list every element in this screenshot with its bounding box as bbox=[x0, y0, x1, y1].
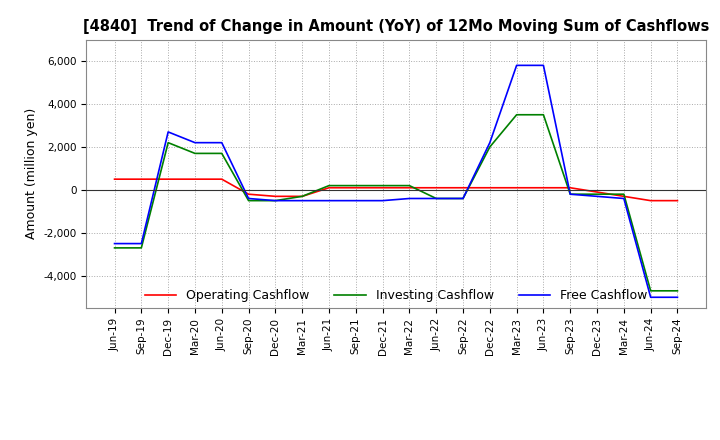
Operating Cashflow bbox=[539, 185, 548, 191]
Investing Cashflow bbox=[217, 151, 226, 156]
Free Cashflow bbox=[191, 140, 199, 145]
Operating Cashflow bbox=[619, 194, 628, 199]
Investing Cashflow bbox=[619, 191, 628, 197]
Operating Cashflow bbox=[459, 185, 467, 191]
Investing Cashflow bbox=[647, 288, 655, 293]
Investing Cashflow bbox=[673, 288, 682, 293]
Y-axis label: Amount (million yen): Amount (million yen) bbox=[25, 108, 38, 239]
Investing Cashflow bbox=[459, 196, 467, 201]
Investing Cashflow bbox=[378, 183, 387, 188]
Investing Cashflow bbox=[110, 245, 119, 250]
Operating Cashflow bbox=[566, 185, 575, 191]
Operating Cashflow bbox=[191, 176, 199, 182]
Free Cashflow bbox=[217, 140, 226, 145]
Operating Cashflow bbox=[351, 185, 360, 191]
Investing Cashflow bbox=[539, 112, 548, 117]
Free Cashflow bbox=[378, 198, 387, 203]
Free Cashflow bbox=[137, 241, 145, 246]
Investing Cashflow bbox=[485, 144, 494, 150]
Investing Cashflow bbox=[164, 140, 173, 145]
Investing Cashflow bbox=[271, 198, 279, 203]
Free Cashflow bbox=[271, 198, 279, 203]
Operating Cashflow bbox=[271, 194, 279, 199]
Free Cashflow bbox=[351, 198, 360, 203]
Line: Free Cashflow: Free Cashflow bbox=[114, 66, 678, 297]
Investing Cashflow bbox=[593, 191, 601, 197]
Operating Cashflow bbox=[325, 185, 333, 191]
Operating Cashflow bbox=[137, 176, 145, 182]
Free Cashflow bbox=[593, 194, 601, 199]
Investing Cashflow bbox=[566, 191, 575, 197]
Free Cashflow bbox=[619, 196, 628, 201]
Free Cashflow bbox=[432, 196, 441, 201]
Free Cashflow bbox=[459, 196, 467, 201]
Free Cashflow bbox=[298, 198, 307, 203]
Free Cashflow bbox=[325, 198, 333, 203]
Operating Cashflow bbox=[647, 198, 655, 203]
Line: Operating Cashflow: Operating Cashflow bbox=[114, 179, 678, 201]
Free Cashflow bbox=[485, 140, 494, 145]
Investing Cashflow bbox=[191, 151, 199, 156]
Investing Cashflow bbox=[325, 183, 333, 188]
Free Cashflow bbox=[513, 63, 521, 68]
Free Cashflow bbox=[164, 129, 173, 135]
Operating Cashflow bbox=[593, 189, 601, 194]
Operating Cashflow bbox=[298, 194, 307, 199]
Investing Cashflow bbox=[298, 194, 307, 199]
Investing Cashflow bbox=[137, 245, 145, 250]
Investing Cashflow bbox=[405, 183, 414, 188]
Investing Cashflow bbox=[244, 198, 253, 203]
Free Cashflow bbox=[673, 295, 682, 300]
Operating Cashflow bbox=[513, 185, 521, 191]
Free Cashflow bbox=[110, 241, 119, 246]
Operating Cashflow bbox=[244, 191, 253, 197]
Investing Cashflow bbox=[432, 196, 441, 201]
Operating Cashflow bbox=[673, 198, 682, 203]
Title: [4840]  Trend of Change in Amount (YoY) of 12Mo Moving Sum of Cashflows: [4840] Trend of Change in Amount (YoY) o… bbox=[83, 19, 709, 34]
Operating Cashflow bbox=[110, 176, 119, 182]
Legend: Operating Cashflow, Investing Cashflow, Free Cashflow: Operating Cashflow, Investing Cashflow, … bbox=[140, 284, 652, 307]
Operating Cashflow bbox=[217, 176, 226, 182]
Operating Cashflow bbox=[405, 185, 414, 191]
Free Cashflow bbox=[539, 63, 548, 68]
Line: Investing Cashflow: Investing Cashflow bbox=[114, 115, 678, 291]
Free Cashflow bbox=[647, 295, 655, 300]
Investing Cashflow bbox=[513, 112, 521, 117]
Operating Cashflow bbox=[164, 176, 173, 182]
Free Cashflow bbox=[405, 196, 414, 201]
Operating Cashflow bbox=[378, 185, 387, 191]
Operating Cashflow bbox=[432, 185, 441, 191]
Free Cashflow bbox=[244, 196, 253, 201]
Operating Cashflow bbox=[485, 185, 494, 191]
Investing Cashflow bbox=[351, 183, 360, 188]
Free Cashflow bbox=[566, 191, 575, 197]
